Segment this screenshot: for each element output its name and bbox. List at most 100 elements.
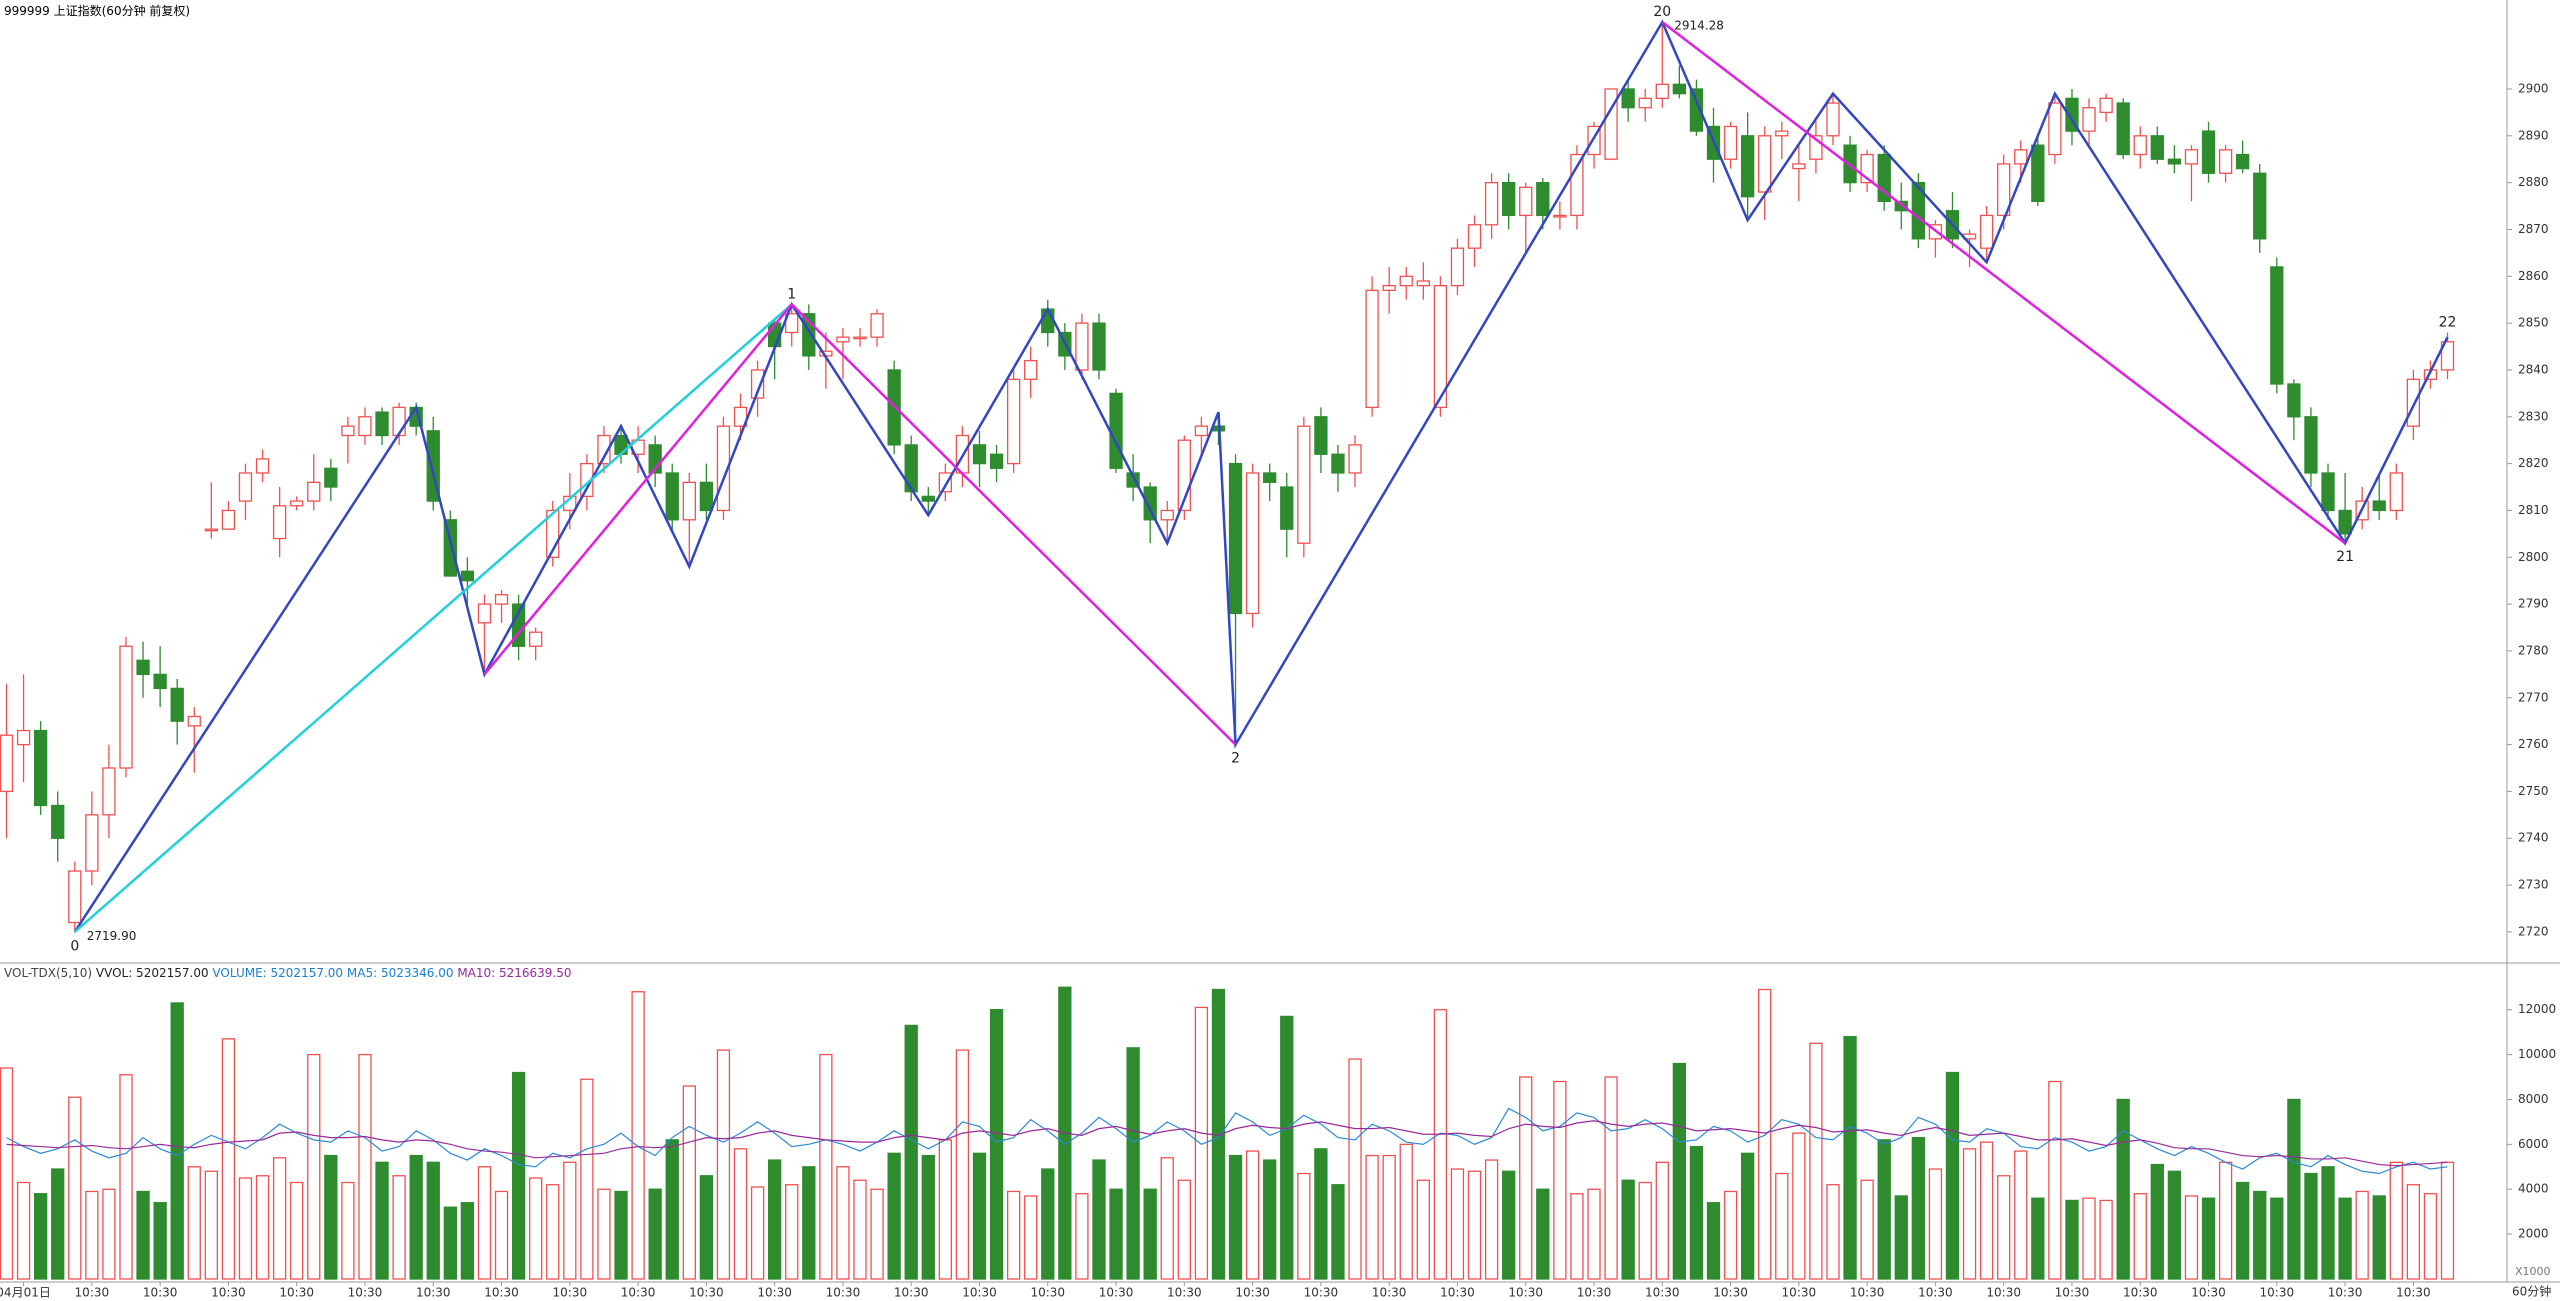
y-tick-label: 2900 [2518, 81, 2549, 95]
y-tick-label: 2870 [2518, 222, 2549, 236]
y-tick-label: 2890 [2518, 128, 2549, 142]
chart-title: 999999 上证指数(60分钟 前复权) [4, 4, 191, 18]
wave-point-label: 2 [1231, 751, 1240, 767]
volume-bar [1723, 1190, 1738, 1280]
candle-body [1536, 181, 1550, 217]
y-tick-label: 2750 [2518, 784, 2549, 798]
x-tick-label: 10:30 [1713, 1286, 1748, 1300]
x-tick-label: 10:30 [2328, 1286, 2363, 1300]
volume-bar [2355, 1190, 2369, 1280]
candle-body [2116, 102, 2130, 156]
candle-body [307, 481, 321, 502]
volume-bar [887, 1152, 901, 1280]
candle-body [0, 734, 14, 793]
volume-bar [358, 1053, 372, 1280]
volume-bar [409, 1154, 423, 1280]
candle-body [238, 472, 253, 502]
volume-bar [597, 1188, 611, 1280]
volume-bar [102, 1188, 116, 1280]
candle-body [204, 528, 218, 532]
candle-body [1621, 88, 1635, 109]
volume-bar [836, 1166, 850, 1280]
candle-body [2184, 149, 2199, 165]
candle-body [33, 729, 48, 807]
volume-bar [1860, 1179, 1874, 1280]
x-tick-label: 10:30 [1918, 1286, 1953, 1300]
volume-bar [2082, 1197, 2096, 1280]
candle-body [1826, 102, 1840, 137]
volume-bar [1775, 1172, 1789, 1280]
volume-bar [2014, 1150, 2028, 1280]
candle-body [2099, 97, 2113, 114]
volume-bar [802, 1166, 816, 1280]
volume-bar [1228, 1154, 1243, 1280]
candle-body [2201, 130, 2216, 174]
volume-bar [2440, 1161, 2455, 1280]
volume-bar [1911, 1136, 1925, 1280]
x-tick-label: 10:30 [1372, 1286, 1407, 1300]
candle-body [2389, 472, 2403, 512]
price-label: 2914.28 [1674, 19, 1724, 33]
vvol: VVOL: 5202157.00 [95, 966, 209, 980]
candle-body [989, 453, 1004, 469]
candle-body [1775, 130, 1789, 137]
candle-body [1245, 472, 1260, 615]
volume-bar [2201, 1197, 2216, 1280]
volume-bar [1075, 1193, 1089, 1280]
x-tick-label: 10:30 [894, 1286, 929, 1300]
volume-bar [750, 1186, 765, 1280]
volume-bar [631, 991, 645, 1280]
x-tick-label: 10:30 [1850, 1286, 1885, 1300]
volume-bar [68, 1096, 82, 1280]
volume-bar [665, 1139, 679, 1280]
volume-bar [170, 1002, 184, 1280]
x-tick-label: 10:30 [279, 1286, 314, 1300]
candle-body [972, 444, 987, 465]
volume-bar [870, 1188, 884, 1280]
volume-bar [2116, 1098, 2130, 1280]
candle-body [1979, 214, 1994, 249]
y-tick-label: 2880 [2518, 175, 2549, 189]
candle-body [1160, 509, 1174, 521]
volume-bar [2423, 1193, 2438, 1280]
volume-bar [1809, 1042, 1823, 1280]
x-tick-label: 10:30 [1782, 1286, 1817, 1300]
volume-bar [16, 1181, 31, 1280]
volume-bar [2338, 1197, 2352, 1280]
y-tick-label: 2820 [2518, 456, 2549, 470]
x-tick-label: 10:30 [689, 1286, 724, 1300]
period-label: 60分钟 [2512, 1284, 2551, 1299]
volume-bar [1706, 1202, 1721, 1280]
x-tick-label: 10:30 [143, 1286, 178, 1300]
volume-tick-label: 6000 [2518, 1137, 2549, 1151]
candle-body [904, 444, 918, 493]
x-tick-label: 10:30 [1577, 1286, 1612, 1300]
volume-bar [529, 1177, 543, 1280]
candle-body [750, 369, 765, 399]
wave-point-label: 0 [70, 938, 79, 954]
candle-body [170, 687, 184, 722]
volume-bar [1433, 1009, 1448, 1280]
volume-bar [1570, 1193, 1584, 1280]
volume-bar [1638, 1181, 1652, 1280]
volume-bar [2065, 1199, 2079, 1280]
volume-bar [2048, 1080, 2062, 1280]
volume-bar [648, 1188, 662, 1280]
volume-tick-label: 2000 [2518, 1227, 2549, 1241]
volume-bar [1587, 1188, 1601, 1280]
volume-bar [2150, 1163, 2164, 1280]
volume-bar [119, 1074, 133, 1280]
candle-body [597, 434, 611, 465]
candle-body [16, 729, 31, 746]
volume-bar [153, 1202, 167, 1280]
volume-bar [392, 1175, 406, 1280]
volume-bar [221, 1038, 236, 1280]
volume-bar [460, 1202, 475, 1280]
candle-body [494, 594, 509, 605]
volume-bar [2321, 1166, 2335, 1280]
y-tick-label: 2830 [2518, 409, 2549, 423]
y-tick-label: 2770 [2518, 690, 2549, 704]
volume-unit: X1000 [2515, 1265, 2551, 1278]
volume-bar [0, 1067, 14, 1280]
